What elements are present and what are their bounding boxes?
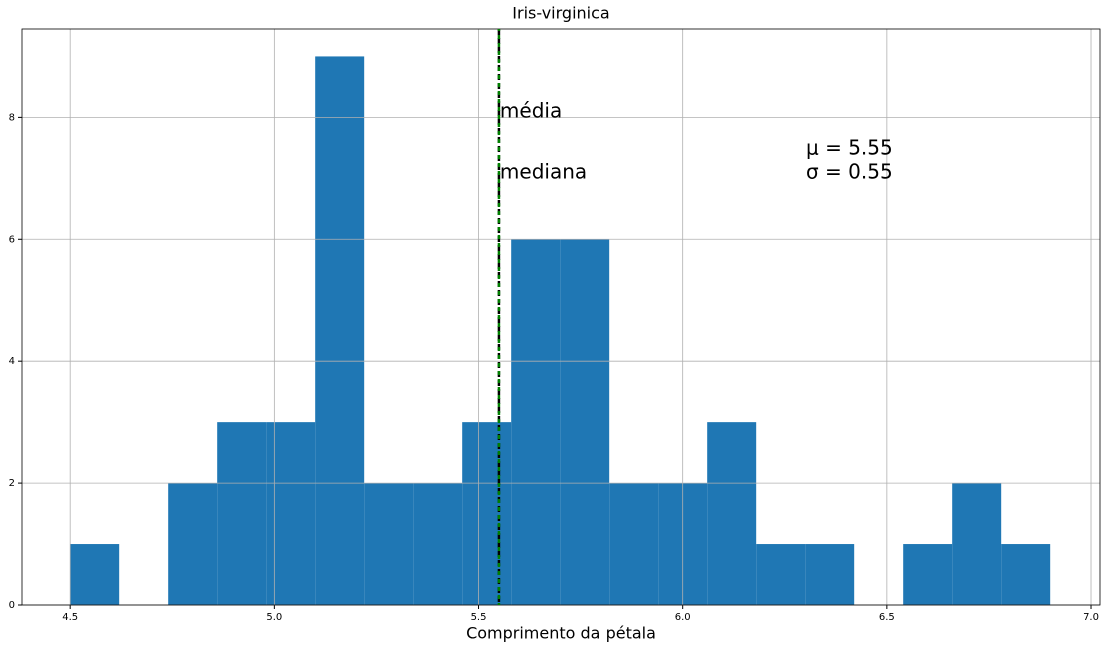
bar (805, 544, 855, 605)
bar (266, 422, 316, 605)
y-tick-label: 6 (9, 234, 15, 245)
x-axis-label: Comprimento da pétala (466, 624, 656, 643)
sigma-annotation: σ = 0.55 (806, 160, 893, 184)
bar (462, 422, 512, 605)
bar (952, 483, 1002, 605)
mu-annotation: μ = 5.55 (806, 136, 893, 160)
bar (168, 483, 218, 605)
y-tick-label: 0 (9, 600, 15, 611)
chart-title: Iris-virginica (512, 4, 609, 23)
y-tick-label: 8 (9, 112, 15, 123)
bar (413, 483, 463, 605)
x-tick-label: 4.5 (62, 612, 78, 623)
bar (217, 422, 267, 605)
bar (609, 483, 659, 605)
x-tick-label: 6.5 (879, 612, 895, 623)
x-tick-label: 7.0 (1083, 612, 1099, 623)
bar (560, 239, 610, 606)
x-tick-label: 5.0 (266, 612, 282, 623)
bar (315, 56, 365, 605)
bar (364, 483, 414, 605)
plot-frame (21, 28, 1101, 606)
y-tick-label: 2 (9, 478, 15, 489)
mean-annotation: média (500, 99, 562, 123)
bar (756, 544, 806, 605)
median-annotation: mediana (500, 160, 587, 184)
bar (511, 239, 561, 606)
bar (707, 422, 757, 605)
x-tick-label: 5.5 (471, 612, 487, 623)
bar (1001, 544, 1051, 605)
x-tick-label: 6.0 (675, 612, 691, 623)
bar (903, 544, 953, 605)
bar (70, 544, 120, 605)
y-tick-label: 4 (9, 356, 15, 367)
